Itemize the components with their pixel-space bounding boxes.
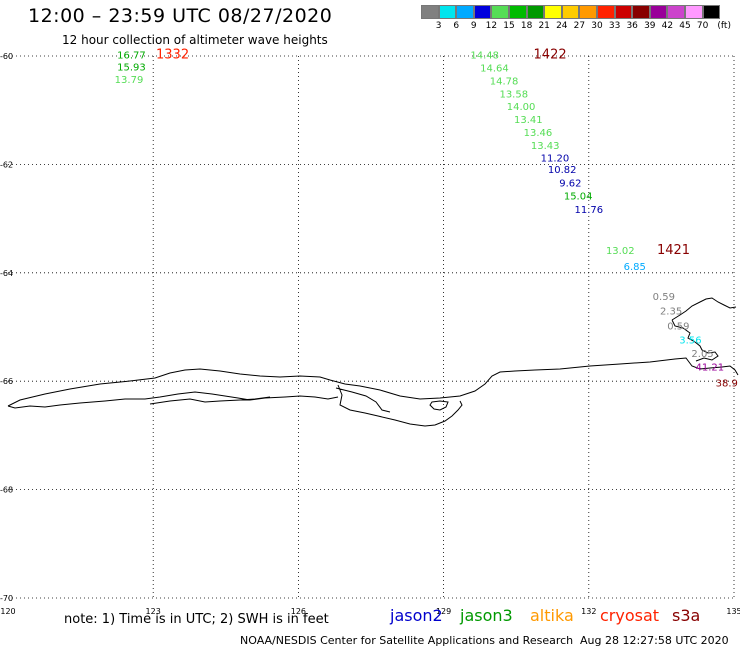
legend-swatch: [684, 5, 703, 19]
legend-swatch: [579, 5, 597, 19]
lat-tick-label: -68: [0, 486, 13, 495]
legend-label: 36: [626, 21, 638, 31]
legend-swatch: [614, 5, 633, 19]
wave-height-obs: 2.05: [691, 349, 713, 360]
satellite-jason3: jason3: [460, 606, 513, 625]
lon-tick-label: 129: [436, 607, 451, 616]
lon-tick-label: 135: [726, 607, 740, 616]
wave-height-obs: 13.41: [514, 115, 543, 126]
legend-swatch: [544, 5, 562, 19]
legend-label: 15: [503, 21, 515, 31]
wave-height-obs: 0.59: [653, 292, 675, 303]
color-legend: 3 6 9 12 15 18 21 24 27 30 33 36 39 42 45 70 (ft): [421, 5, 731, 34]
legend-label: 27: [573, 21, 586, 31]
legend-label: 6: [453, 21, 460, 31]
legend-swatch: [438, 5, 457, 19]
legend-swatch: [561, 5, 580, 19]
map-grid: 120 123 126 129 132 135 -60 -62 -64 -66 -68 -70: [0, 52, 740, 616]
wave-height-obs: 11.76: [574, 205, 603, 216]
legend-label: 9: [470, 21, 477, 31]
legend-swatch: [421, 5, 439, 19]
lon-tick-label: 120: [0, 607, 15, 616]
wave-height-obs: 13.79: [115, 75, 144, 86]
wave-height-obs: 10.82: [548, 165, 577, 176]
wave-height-obs: 2.35: [660, 307, 682, 318]
legend-swatch: [508, 5, 527, 19]
lat-tick-label: -60: [0, 52, 13, 61]
lon-tick-label: 132: [581, 607, 596, 616]
satellite-jason2: jason2: [390, 606, 443, 625]
lat-tick-label: -64: [0, 269, 13, 278]
wave-height-obs: 11.20: [541, 154, 570, 165]
wave-height-obs: 38.9: [716, 379, 738, 390]
legend-label: 21: [538, 21, 550, 31]
legend-label: 30: [591, 21, 603, 31]
legend-label: 33: [608, 21, 621, 31]
lon-tick-label: 126: [291, 607, 306, 616]
legend-label: 3: [435, 21, 442, 31]
satellite-s3a: s3a: [672, 606, 701, 625]
wave-height-obs: 14.64: [480, 64, 509, 75]
lat-tick-label: -66: [0, 377, 13, 386]
legend-unit: (ft): [717, 21, 731, 31]
wave-height-obs: 0.59: [667, 322, 689, 333]
wave-height-obs: 41.21: [695, 362, 724, 373]
coastline: [7, 297, 739, 427]
pass-time-label: 1421: [657, 243, 690, 258]
wave-height-obs: 14.78: [490, 77, 519, 88]
footer-timestamp: Aug 28 12:27:58 UTC 2020: [580, 634, 729, 647]
legend-label: 12: [485, 21, 498, 31]
wave-height-obs: 13.43: [531, 141, 560, 152]
legend-labels: 3 6 9 12 15 18 21 24 27 30 33 36 39 42 45 70 (ft): [421, 21, 731, 34]
legend-swatch: [649, 5, 668, 19]
map-title: 12:00 – 23:59 UTC 08/27/2020: [28, 5, 333, 27]
wave-height-obs: 6.85: [624, 262, 646, 273]
wave-height-obs: 13.46: [524, 128, 553, 139]
legend-label: 18: [520, 21, 533, 31]
legend-swatches: [421, 5, 721, 19]
legend-swatch: [526, 5, 545, 19]
wave-height-obs: 3.56: [679, 335, 701, 346]
pass-time-label: 1422: [534, 48, 567, 63]
legend-swatch: [473, 5, 492, 19]
wave-height-obs: 13.02: [606, 246, 635, 257]
lon-tick-label: 123: [146, 607, 161, 616]
lat-tick-label: -70: [0, 594, 13, 603]
wave-height-obs: 15.93: [117, 63, 146, 74]
wave-height-obs: 9.62: [559, 179, 581, 190]
legend-swatch: [702, 5, 721, 19]
legend-swatch: [632, 5, 650, 19]
footer-note: note: 1) Time is in UTC; 2) SWH is in fe…: [64, 612, 329, 627]
legend-swatch: [667, 5, 685, 19]
wave-height-obs: 14.48: [470, 51, 499, 62]
legend-label: 24: [556, 21, 568, 31]
satellite-cryosat: cryosat: [600, 606, 660, 625]
footer-credit: NOAA/NESDIS Center for Satellite Applica…: [240, 634, 574, 647]
legend-label: 70: [696, 21, 709, 31]
lat-tick-label: -62: [0, 160, 13, 169]
map-subtitle: 12 hour collection of altimeter wave hei…: [62, 33, 328, 47]
wave-height-obs: 13.58: [499, 90, 528, 101]
legend-swatch: [596, 5, 615, 19]
legend-label: 42: [661, 21, 674, 31]
pass-time-label: 1332: [156, 48, 189, 63]
wave-height-obs: 14.00: [507, 102, 536, 113]
legend-swatch: [491, 5, 509, 19]
wave-height-obs: 16.77: [117, 51, 146, 62]
legend-swatch: [456, 5, 474, 19]
satellite-altika: altika: [530, 606, 574, 625]
wave-height-obs: 15.04: [564, 192, 593, 203]
legend-label: 39: [644, 21, 656, 31]
pass-label-layer: 1332 1422 1421: [156, 48, 690, 258]
legend-label: 45: [679, 21, 691, 31]
